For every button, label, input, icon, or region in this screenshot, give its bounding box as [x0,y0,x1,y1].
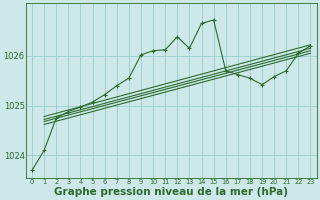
X-axis label: Graphe pression niveau de la mer (hPa): Graphe pression niveau de la mer (hPa) [54,187,288,197]
